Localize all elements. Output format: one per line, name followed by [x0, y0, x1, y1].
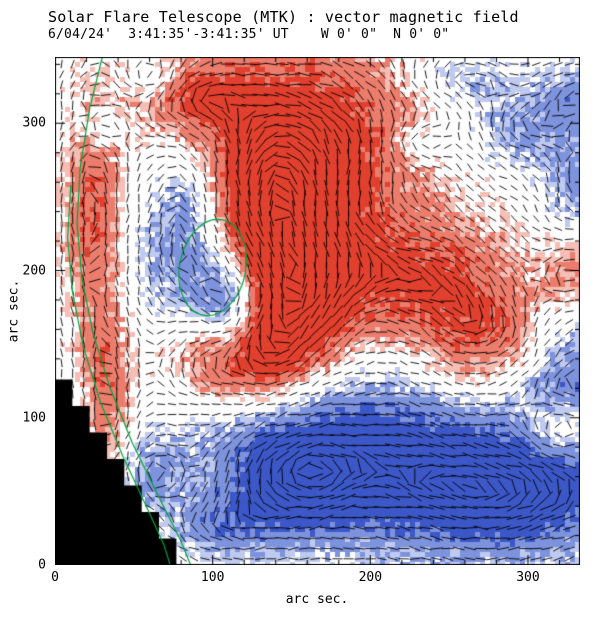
x-tick-label: 0 [51, 570, 59, 585]
y-tick-label: 0 [38, 557, 46, 573]
x-tick-label: 200 [358, 570, 383, 585]
x-tick-label: 100 [200, 570, 225, 585]
y-axis-label: arc sec. [6, 279, 22, 343]
plot-title: Solar Flare Telescope (MTK) : vector mag… [48, 8, 519, 26]
magnetogram-canvas [55, 57, 580, 565]
y-tick-label: 200 [22, 263, 46, 278]
y-tick-label: 300 [22, 115, 46, 131]
x-axis-label: arc sec. [285, 592, 349, 607]
y-tick-label: 100 [22, 410, 46, 426]
plot-subtitle: 6/04/24' 3:41:35'-3:41:35' UT W 0' 0" N … [48, 27, 450, 42]
x-tick-label: 300 [516, 570, 540, 585]
